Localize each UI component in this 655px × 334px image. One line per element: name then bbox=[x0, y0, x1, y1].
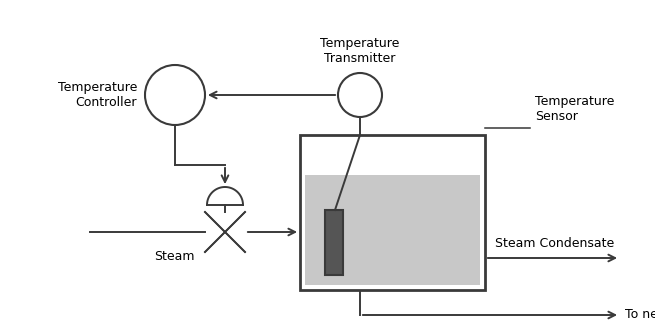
Bar bbox=[300, 135, 485, 290]
Circle shape bbox=[338, 73, 382, 117]
Text: Temperature
Controller: Temperature Controller bbox=[58, 81, 137, 109]
Text: Temperature
Transmitter: Temperature Transmitter bbox=[320, 37, 400, 65]
Bar bbox=[305, 175, 480, 285]
Text: Steam Condensate: Steam Condensate bbox=[495, 237, 614, 250]
Text: Steam: Steam bbox=[155, 250, 195, 263]
Text: Temperature
Sensor: Temperature Sensor bbox=[535, 95, 614, 123]
Text: To next Process: To next Process bbox=[625, 309, 655, 322]
Circle shape bbox=[145, 65, 205, 125]
Bar bbox=[325, 210, 343, 275]
